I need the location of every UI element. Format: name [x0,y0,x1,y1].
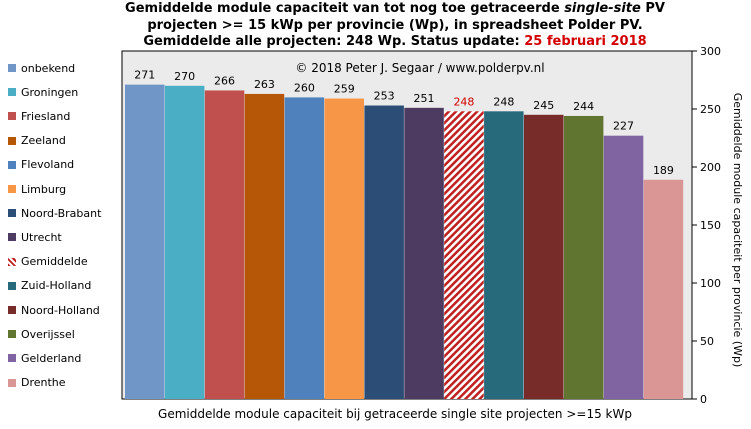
legend-item-limburg: Limburg [8,181,66,197]
legend-item-onbekend: onbekend [8,60,75,76]
legend-item-noord-brabant: Noord-Brabant [8,205,101,221]
bar-zuid-holland [484,111,524,399]
bar-gemiddelde [444,111,484,399]
data-label-groningen: 270 [174,70,195,83]
legend-item-utrecht: Utrecht [8,229,62,245]
data-label-drenthe: 189 [653,164,674,177]
legend-swatch-utrecht [8,233,16,242]
data-label-onbekend: 271 [134,69,155,82]
title-line-1: Gemiddelde module capaciteit van tot nog… [0,1,751,18]
legend-label-onbekend: onbekend [21,61,76,75]
data-label-gelderland: 227 [613,120,634,133]
legend-swatch-noord-holland [8,306,16,314]
bar-friesland [204,90,245,399]
legend-label-drenthe: Drenthe [21,376,66,390]
legend-label-zeeland: Zeeland [21,134,66,148]
legend-label-overijssel: Overijssel [21,327,75,341]
y-tick-label-300: 300 [700,45,721,58]
status-date: 25 februari 2018 [524,34,647,49]
legend-swatch-zuid-holland [8,281,16,290]
legend-item-noord-holland: Noord-Holland [8,302,100,318]
bar-drenthe [643,179,684,399]
bar-noord-brabant [364,105,404,400]
title-line-1-emphasis: single-site [564,1,641,16]
legend-label-zuid-holland: Zuid-Holland [21,279,92,293]
y-axis-label: Gemiddelde module capaciteit per provinc… [731,92,744,368]
legend-swatch-groningen [8,88,16,97]
legend-swatch-drenthe [8,378,16,387]
data-label-noord-brabant: 253 [374,90,395,103]
data-label-limburg: 259 [334,83,355,96]
legend-label-utrecht: Utrecht [21,230,62,244]
data-label-friesland: 266 [214,74,235,87]
legend-label-noord-brabant: Noord-Brabant [21,206,102,220]
legend-swatch-gemiddelde [8,257,16,266]
y-tick-label-250: 250 [700,103,721,116]
legend-label-gelderland: Gelderland [21,351,82,365]
legend-swatch-noord-brabant [8,209,16,218]
bar-utrecht [404,107,444,399]
legend-item-zeeland: Zeeland [8,133,66,149]
data-label-utrecht: 251 [414,92,435,105]
title-line-1-b: PV [640,1,665,16]
title-line-2: projecten >= 15 kWp per provincie (Wp), … [147,17,643,33]
legend-item-overijssel: Overijssel [8,326,75,342]
legend-swatch-overijssel [8,330,16,339]
chart-title: Gemiddelde module capaciteit van tot nog… [0,1,751,51]
legend-label-gemiddelde: Gemiddelde [21,255,88,269]
data-label-flevoland: 260 [294,81,315,94]
bar-gelderland [603,135,644,399]
legend-label-limburg: Limburg [21,182,67,196]
bar-groningen [164,85,205,400]
y-tick-label-0: 0 [700,393,707,406]
y-tick-label-150: 150 [700,219,721,232]
legend-swatch-limburg [8,185,16,193]
bar-limburg [324,98,364,399]
legend-label-groningen: Groningen [21,85,79,99]
legend-swatch-gelderland [8,354,16,363]
bar-overijssel [563,115,604,400]
legend-swatch-friesland [8,112,16,121]
data-label-gemiddelde: 248 [453,95,474,108]
legend-item-groningen: Groningen [8,84,78,100]
data-label-noord-holland: 245 [533,99,554,112]
title-line-3-a: Gemiddelde alle projecten: 248 Wp. Statu… [143,34,525,49]
legend-label-noord-holland: Noord-Holland [21,303,100,317]
y-tick-label-200: 200 [700,161,721,174]
legend-item-zuid-holland: Zuid-Holland [8,278,91,294]
data-label-overijssel: 244 [573,100,594,113]
chart-legend: onbekend Groningen Friesland Zeeland Flevola… [8,60,120,400]
legend-label-friesland: Friesland [21,109,71,123]
bar-flevoland [284,97,325,400]
legend-swatch-onbekend [8,64,16,72]
title-line-3: Gemiddelde alle projecten: 248 Wp. Statu… [0,34,751,51]
data-label-zuid-holland: 248 [493,95,514,108]
copyright-note: © 2018 Peter J. Segaar / www.polderpv.nl [295,61,544,75]
bar-noord-holland [524,114,564,400]
title-line-1-a: Gemiddelde module capaciteit van tot nog… [125,1,565,16]
data-label-zeeland: 263 [254,78,275,91]
legend-item-friesland: Friesland [8,108,70,124]
legend-item-drenthe: Drenthe [8,375,66,391]
bar-zeeland [244,93,285,400]
y-tick-label-100: 100 [700,277,721,290]
legend-swatch-zeeland [8,136,16,145]
bar-onbekend [125,84,165,399]
legend-swatch-flevoland [8,160,16,169]
x-axis-label: Gemiddelde module capaciteit bij getrace… [158,407,632,421]
legend-label-flevoland: Flevoland [21,158,75,172]
y-tick-label-50: 50 [700,335,714,348]
legend-item-gelderland: Gelderland [8,350,81,366]
legend-item-gemiddelde: Gemiddelde [8,254,88,270]
legend-item-flevoland: Flevoland [8,157,74,173]
